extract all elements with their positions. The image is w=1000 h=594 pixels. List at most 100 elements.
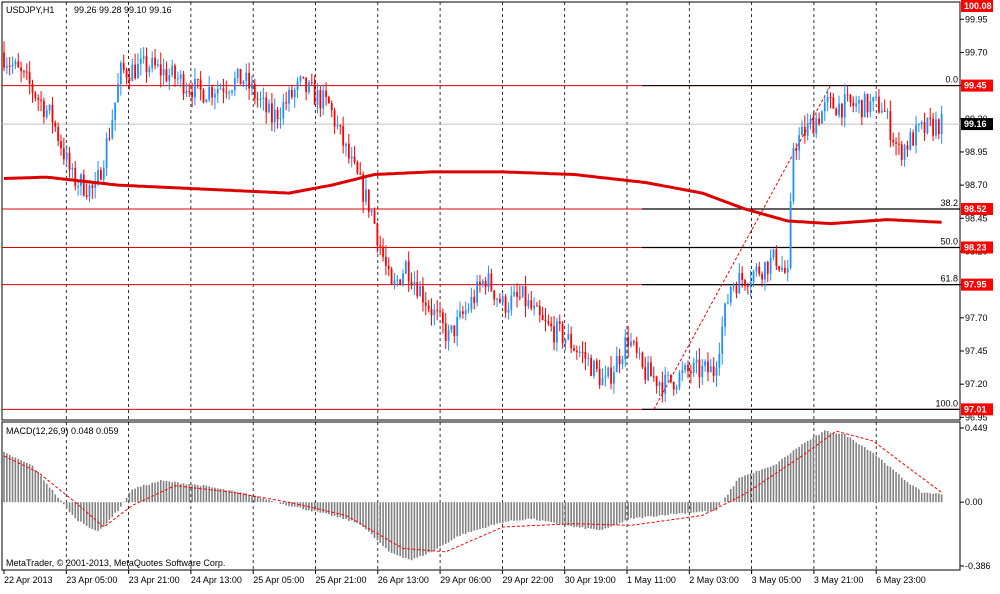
candle-body xyxy=(507,309,510,313)
candle-body xyxy=(744,280,746,286)
fibonacci-retracement: 0.0 38.2 50.0 61.8 100.0 xyxy=(642,75,960,410)
candle-body xyxy=(647,362,649,381)
candle-body xyxy=(530,300,533,309)
candle-body xyxy=(265,97,268,113)
candle-body xyxy=(601,377,604,386)
candle-body xyxy=(487,273,490,288)
candle-body xyxy=(615,355,618,373)
candle-body xyxy=(51,104,54,123)
candle-body xyxy=(490,273,493,291)
candle-body xyxy=(43,100,45,117)
candle-body xyxy=(849,94,852,103)
price-label-bg xyxy=(961,241,993,254)
candle-body xyxy=(735,286,738,294)
fibo-level-label: 61.8 xyxy=(940,274,958,284)
time-tick-label: 23 Apr 05:00 xyxy=(66,575,117,585)
candle-body xyxy=(373,210,376,224)
candle-body xyxy=(105,138,108,168)
candle-body xyxy=(214,93,216,98)
candle-body xyxy=(630,341,632,346)
candle-body xyxy=(809,118,812,124)
candle-body xyxy=(413,282,416,286)
candle-body xyxy=(758,266,761,275)
fibo-level-label: 38.2 xyxy=(940,198,958,208)
candle-body xyxy=(707,361,709,373)
candle-body xyxy=(145,56,148,73)
candle-body xyxy=(593,360,595,376)
candle-body xyxy=(342,126,345,146)
candle-body xyxy=(678,373,681,388)
candle-body xyxy=(872,97,875,102)
candle-body xyxy=(732,286,735,288)
time-tick-label: 25 Apr 05:00 xyxy=(253,575,304,585)
candle-body xyxy=(516,291,518,297)
candle-body xyxy=(481,281,484,286)
candle-body xyxy=(459,311,461,318)
candle-body xyxy=(570,333,573,349)
candle-body xyxy=(644,367,647,381)
price-label-bg xyxy=(961,403,993,416)
candle-body xyxy=(387,265,390,269)
candle-body xyxy=(578,351,581,353)
price-tick-label: 97.70 xyxy=(965,313,988,323)
candle-body xyxy=(299,76,302,82)
candle-body xyxy=(729,286,732,303)
price-label: 99.45 xyxy=(964,81,987,91)
ohlc-label: 99.26 99.28 99.10 99.16 xyxy=(74,5,172,15)
candle-body xyxy=(866,94,869,113)
candle-body xyxy=(402,273,404,285)
candle-body xyxy=(268,103,270,113)
candle-body xyxy=(134,64,136,79)
candle-body xyxy=(650,362,652,377)
candle-body xyxy=(618,355,621,365)
candle-body xyxy=(60,141,62,149)
candle-body xyxy=(191,91,193,98)
candle-body xyxy=(621,359,624,365)
candle-body xyxy=(48,104,51,111)
candle-body xyxy=(898,143,900,145)
candle-body xyxy=(803,126,806,136)
candle-body xyxy=(829,96,832,98)
macd-header: MACD(12,26,9) 0.048 0.059 xyxy=(6,426,119,436)
candle-body xyxy=(778,266,781,271)
candle-body xyxy=(558,321,561,324)
candle-body xyxy=(709,366,712,373)
candle-body xyxy=(915,124,917,146)
candle-body xyxy=(5,65,8,68)
candle-body xyxy=(652,376,655,378)
price-tick-label: 96.95 xyxy=(965,412,988,422)
price-label-bg xyxy=(961,0,993,12)
candle-body xyxy=(345,143,347,146)
candle-body xyxy=(23,71,25,73)
candle-body xyxy=(122,62,125,71)
candle-body xyxy=(40,99,42,101)
candle-body xyxy=(3,52,5,68)
candle-body xyxy=(504,296,507,313)
candle-body xyxy=(410,281,413,286)
candle-body xyxy=(310,82,313,84)
time-tick-label: 29 Apr 06:00 xyxy=(440,575,491,585)
candle-body xyxy=(442,312,444,324)
macd-axis: 0.449 0.00 -0.386 xyxy=(960,423,991,571)
candle-body xyxy=(476,281,478,303)
candle-body xyxy=(670,374,672,383)
candle-body xyxy=(194,78,196,98)
candle-body xyxy=(151,57,154,69)
candle-body xyxy=(838,103,840,116)
candle-body xyxy=(658,382,661,387)
candle-body xyxy=(433,309,436,316)
candle-body xyxy=(322,90,325,109)
price-label: 99.16 xyxy=(964,119,987,129)
candle-body xyxy=(493,290,496,300)
candle-body xyxy=(575,350,578,353)
candle-body xyxy=(419,286,421,297)
candle-body xyxy=(316,90,319,105)
time-tick-label: 3 May 05:00 xyxy=(752,575,802,585)
candle-body xyxy=(14,61,17,65)
candle-body xyxy=(439,311,441,313)
candle-body xyxy=(604,376,607,378)
candle-body xyxy=(461,311,464,315)
candle-body xyxy=(74,167,77,187)
